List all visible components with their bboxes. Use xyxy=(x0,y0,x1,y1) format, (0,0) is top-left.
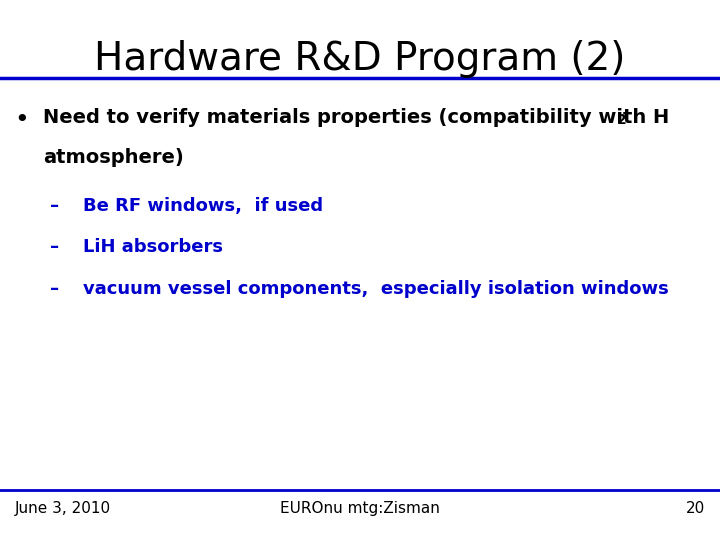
Text: –: – xyxy=(50,280,60,298)
Text: Need to verify materials properties (compatibility with H: Need to verify materials properties (com… xyxy=(43,108,670,127)
Text: Hardware R&D Program (2): Hardware R&D Program (2) xyxy=(94,40,626,78)
Text: –: – xyxy=(50,238,60,255)
Text: LiH absorbers: LiH absorbers xyxy=(83,238,222,255)
Text: June 3, 2010: June 3, 2010 xyxy=(14,501,111,516)
Text: vacuum vessel components,  especially isolation windows: vacuum vessel components, especially iso… xyxy=(83,280,669,298)
Text: 2: 2 xyxy=(617,113,627,127)
Text: –: – xyxy=(50,197,60,215)
Text: •: • xyxy=(14,108,29,132)
Text: 20: 20 xyxy=(686,501,706,516)
Text: atmosphere): atmosphere) xyxy=(43,148,184,167)
Text: EUROnu mtg:Zisman: EUROnu mtg:Zisman xyxy=(280,501,440,516)
Text: Be RF windows,  if used: Be RF windows, if used xyxy=(83,197,323,215)
